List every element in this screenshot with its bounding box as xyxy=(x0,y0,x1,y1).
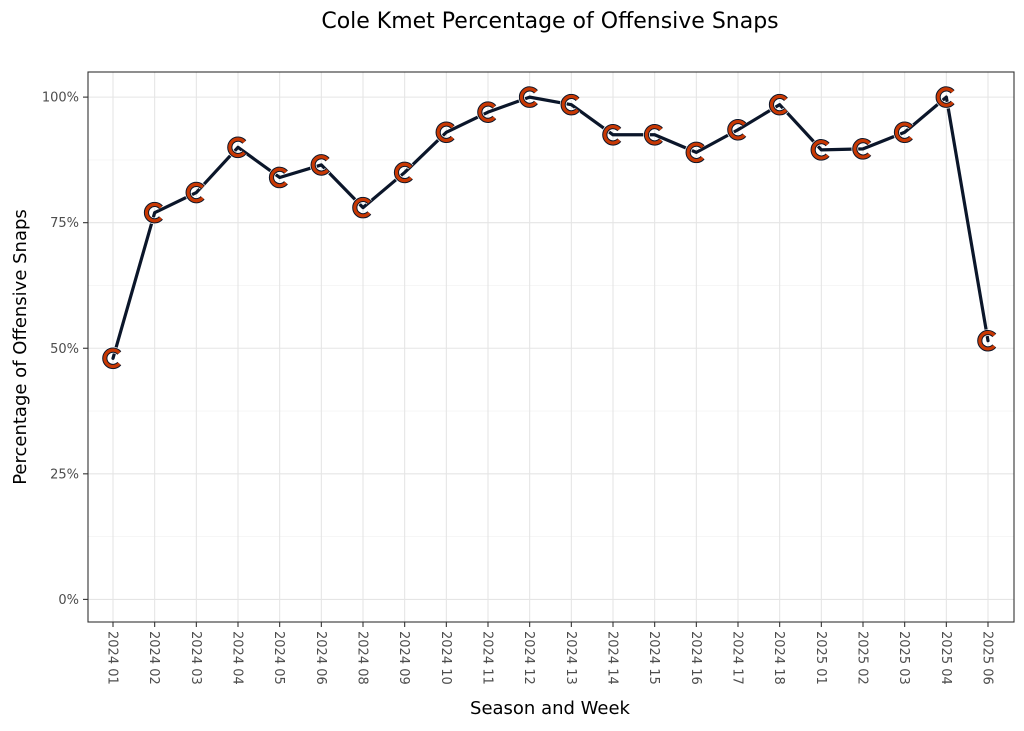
x-tick-label: 2024 16 xyxy=(688,631,703,685)
x-axis-title: Season and Week xyxy=(470,698,631,719)
bears-c-logo-icon xyxy=(518,85,539,109)
bears-c-logo-icon xyxy=(393,160,414,184)
x-tick-label: 2024 12 xyxy=(521,631,536,685)
y-tick-label: 50% xyxy=(50,342,79,357)
x-tick-label: 2024 15 xyxy=(646,631,661,685)
x-tick-label: 2024 06 xyxy=(313,631,328,685)
x-tick-label: 2024 17 xyxy=(730,631,745,685)
y-axis-title: Percentage of Offensive Snaps xyxy=(10,209,31,485)
x-tick-label: 2024 18 xyxy=(771,631,786,685)
bears-c-logo-icon xyxy=(976,329,997,353)
x-tick-label: 2024 13 xyxy=(563,631,578,685)
x-tick-label: 2024 03 xyxy=(188,631,203,685)
bears-c-logo-icon xyxy=(184,181,206,205)
x-axis-ticks: 2024 01 2024 02 2024 03 2024 04 2024 05 2024 … xyxy=(105,622,995,685)
bears-c-logo-icon xyxy=(143,201,164,225)
series-line xyxy=(111,95,990,360)
bears-c-logo-icon xyxy=(768,93,789,117)
bears-c-logo-icon xyxy=(726,118,747,142)
x-tick-label: 2024 10 xyxy=(438,631,453,685)
x-tick-label: 2025 01 xyxy=(813,631,828,685)
x-tick-label: 2024 01 xyxy=(105,631,120,685)
x-tick-label: 2024 04 xyxy=(230,631,245,685)
x-tick-label: 2025 03 xyxy=(896,631,911,685)
bears-c-logo-icon xyxy=(934,85,956,109)
x-tick-label: 2024 08 xyxy=(355,631,370,685)
x-tick-label: 2024 14 xyxy=(605,631,620,685)
x-tick-label: 2024 05 xyxy=(271,631,286,685)
chart-title: Cole Kmet Percentage of Offensive Snaps xyxy=(321,9,778,34)
x-tick-label: 2024 11 xyxy=(480,631,495,685)
plot-panel-border xyxy=(87,71,1015,623)
series-line-layer xyxy=(111,95,990,360)
grid-lines xyxy=(88,72,1014,622)
bears-c-logo-icon xyxy=(268,166,289,189)
data-points xyxy=(101,85,997,370)
bears-c-logo-icon xyxy=(684,140,706,164)
bears-c-logo-icon xyxy=(476,100,497,124)
bears-c-logo-icon xyxy=(809,138,831,162)
y-tick-label: 75% xyxy=(50,216,79,231)
bears-c-logo-icon xyxy=(351,196,372,220)
y-tick-label: 0% xyxy=(58,593,79,608)
bears-c-logo-icon xyxy=(101,346,122,370)
y-tick-label: 100% xyxy=(42,91,79,106)
bears-c-logo-icon xyxy=(643,123,664,147)
bears-c-logo-icon xyxy=(893,120,914,144)
x-tick-label: 2025 04 xyxy=(938,631,953,685)
bears-c-logo-icon xyxy=(559,93,581,117)
bears-c-logo-icon xyxy=(851,137,872,161)
x-tick-label: 2024 02 xyxy=(146,631,161,685)
y-tick-label: 25% xyxy=(50,467,79,482)
y-axis-ticks: 0% 25% 50% 75% 100% xyxy=(42,91,88,608)
x-tick-label: 2025 06 xyxy=(980,631,995,685)
bears-c-logo-icon xyxy=(309,153,331,177)
x-tick-label: 2025 02 xyxy=(855,631,870,685)
bears-c-logo-icon xyxy=(226,135,247,159)
bears-c-logo-icon xyxy=(601,123,622,147)
bears-c-logo-icon xyxy=(434,120,456,144)
x-tick-label: 2024 09 xyxy=(396,631,411,685)
